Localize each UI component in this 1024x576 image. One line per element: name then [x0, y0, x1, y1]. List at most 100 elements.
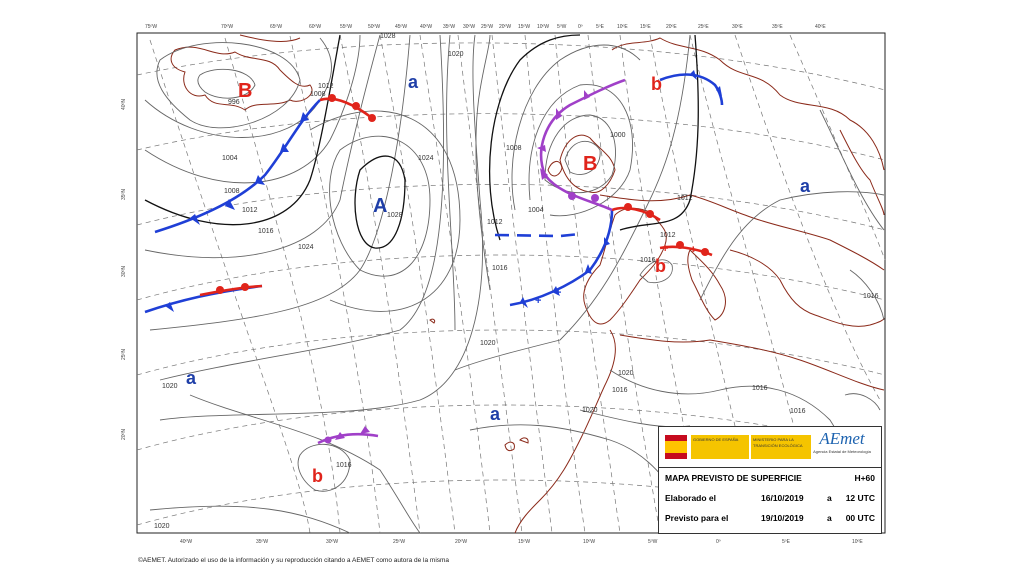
aemet-brand-sub: Agencia Estatal de Meteorología: [813, 449, 871, 454]
longitude-label: 75ºW: [145, 24, 157, 30]
made-label: Elaborado el: [665, 493, 717, 503]
low-pressure-label: B: [238, 80, 252, 102]
longitude-label: 5ºE: [596, 24, 605, 30]
longitude-label: 20ºW: [455, 539, 467, 545]
isobar-value: 1024: [418, 155, 434, 162]
longitude-label: 10ºE: [852, 539, 863, 545]
isobar-value: 1020: [618, 370, 634, 377]
forecast-horizon: H+60: [854, 473, 875, 483]
longitude-label: 35ºE: [772, 24, 783, 30]
isobar-value: 1004: [222, 155, 238, 162]
longitude-label: 15ºE: [640, 24, 651, 30]
occluded-front-2: [317, 432, 379, 445]
svg-text:+: +: [535, 295, 541, 307]
longitude-label: 25ºW: [393, 539, 405, 545]
weak-low-label: b: [312, 466, 323, 486]
longitude-label: 60ºW: [309, 24, 321, 30]
longitude-label: 35ºW: [256, 539, 268, 545]
longitude-label: 25ºW: [481, 24, 493, 30]
isobar-value: 1016: [492, 265, 508, 272]
isobar-value: 1028: [387, 212, 403, 219]
isobar-value: 1016: [752, 385, 768, 392]
isobar-value: 1016: [790, 408, 806, 415]
longitude-label: 5ºW: [648, 539, 658, 545]
longitude-label: 25ºE: [698, 24, 709, 30]
fronts: + + + +: [144, 70, 724, 445]
warm-front-2: [199, 284, 263, 297]
spain-coat-of-arms-icon: [665, 435, 687, 459]
isobar-value: 1016: [258, 228, 274, 235]
longitude-label: 70ºW: [221, 24, 233, 30]
latitude-label: 20ºN: [121, 429, 127, 440]
aemet-logo: AEmet Agencia Estatal de Meteorología: [809, 429, 875, 465]
longitude-label: 20ºW: [499, 24, 511, 30]
longitude-label: 45ºW: [395, 24, 407, 30]
isobar-value: 1020: [448, 51, 464, 58]
longitude-label: 35ºW: [443, 24, 455, 30]
longitude-label: 15ºW: [518, 24, 530, 30]
valid-time: 00 UTC: [845, 513, 875, 523]
isobar-value: 1012: [242, 207, 258, 214]
latitude-label: 40ºN: [121, 99, 127, 110]
isobar-value: 1016: [336, 462, 352, 469]
low-pressure-label: B: [583, 153, 597, 175]
isobar-value: 1008: [506, 145, 522, 152]
longitude-label: 10ºW: [583, 539, 595, 545]
dashed-trough: [494, 232, 581, 238]
legend-title: MAPA PREVISTO DE SUPERFICIE: [665, 473, 802, 483]
isobar-value: 1020: [480, 340, 496, 347]
longitude-label: 55ºW: [340, 24, 352, 30]
made-sep: a: [827, 493, 832, 503]
top-longitude-labels: 75ºW 70ºW 65ºW 60ºW 55ºW 50ºW 45ºW 40ºW …: [145, 24, 826, 30]
longitude-label: 10ºE: [617, 24, 628, 30]
isobar-value: 1020: [582, 407, 598, 414]
svg-text:+: +: [662, 243, 668, 255]
longitude-label: 10ºW: [537, 24, 549, 30]
copyright-footer: ©AEMET. Autorizado el uso de la informac…: [138, 557, 450, 564]
longitude-label: 5ºE: [782, 539, 791, 545]
longitude-label: 40ºE: [815, 24, 826, 30]
made-time: 12 UTC: [845, 493, 875, 503]
isobar-value: 1028: [380, 33, 396, 40]
isobar-value: 1012: [677, 195, 693, 202]
made-date: 16/10/2019: [761, 493, 804, 503]
high-pressure-label: A: [373, 195, 387, 217]
longitude-label: 0º: [716, 539, 721, 545]
warm-front-1: [319, 97, 373, 120]
aemet-brand: AEmet: [819, 429, 865, 448]
valid-sep: a: [827, 513, 832, 523]
svg-text:+: +: [555, 287, 561, 299]
cold-front-1: [154, 99, 321, 234]
warm-front-3: [611, 206, 661, 222]
longitude-label: 30ºE: [732, 24, 743, 30]
isobar-value: 1016: [640, 257, 656, 264]
latitude-label: 25ºN: [121, 349, 127, 360]
logo-strip: GOBIERNO DE ESPAÑA MINISTERIO PARA LA TR…: [659, 427, 881, 468]
longitude-label: 65ºW: [270, 24, 282, 30]
isobar-value: 1000: [610, 132, 626, 139]
weak-high-label: a: [408, 72, 419, 92]
isobar-value: 1008: [310, 91, 326, 98]
isobar-value: 1004: [528, 207, 544, 214]
isobar-value: 1012: [318, 83, 334, 90]
latitude-label: 35ºN: [121, 189, 127, 200]
bottom-longitude-labels: 40ºW 35ºW 30ºW 25ºW 20ºW 15ºW 10ºW 5ºW 0…: [180, 539, 863, 545]
weak-high-label: a: [800, 176, 811, 196]
longitude-label: 30ºW: [463, 24, 475, 30]
longitude-label: 15ºW: [518, 539, 530, 545]
cold-front-4: [659, 73, 724, 106]
isobar-value: 996: [228, 99, 240, 106]
isobar-value: 1008: [224, 188, 240, 195]
longitude-label: 30ºW: [326, 539, 338, 545]
isobar-value: 1012: [487, 219, 503, 226]
isobar-labels: 1012 1008 996 1004 1008 1012 1016 1024 1…: [154, 33, 879, 530]
isobar-value: 1020: [162, 383, 178, 390]
weak-high-label: a: [186, 368, 197, 388]
isobar-value: 1016: [612, 387, 628, 394]
latitude-labels: 40ºN 35ºN 30ºN 25ºN 20ºN: [121, 99, 127, 440]
isobar-value: 1024: [298, 244, 314, 251]
government-label: GOBIERNO DE ESPAÑA: [691, 435, 749, 459]
ministry-label: MINISTERIO PARA LA TRANSICIÓN ECOLÓGICA: [751, 435, 811, 459]
longitude-label: 50ºW: [368, 24, 380, 30]
